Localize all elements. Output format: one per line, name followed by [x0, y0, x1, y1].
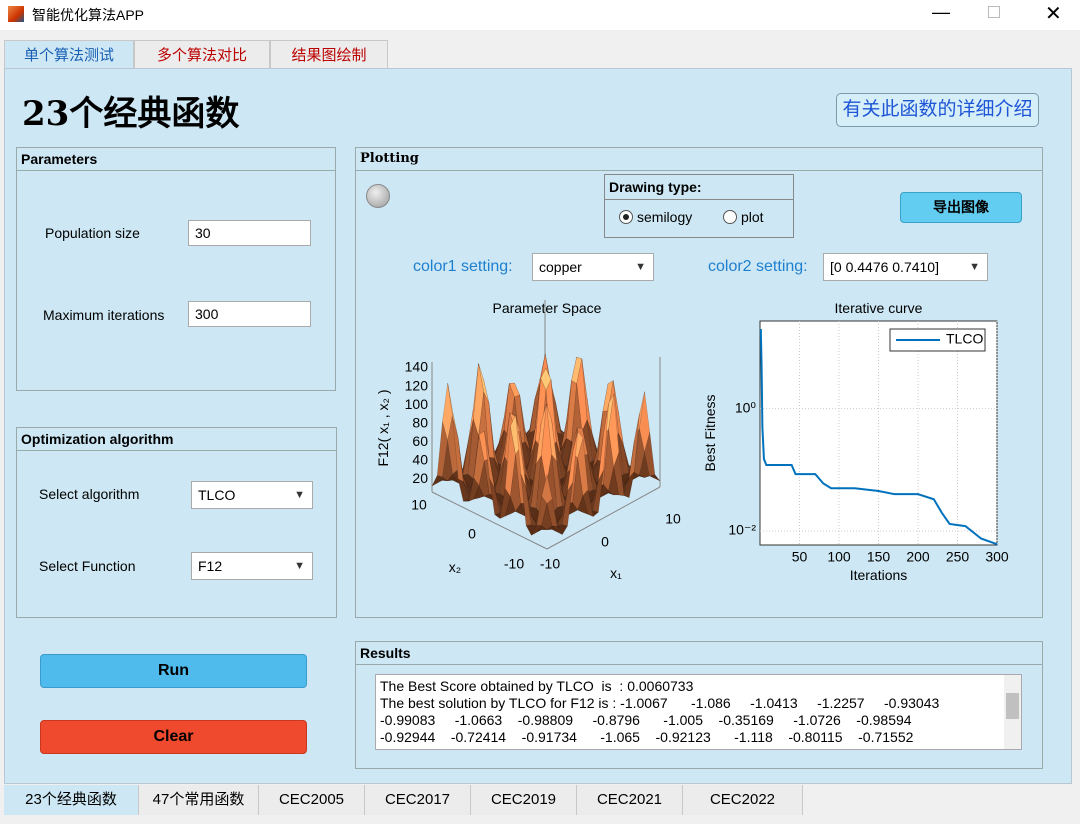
scrollbar[interactable]: [1004, 675, 1021, 749]
label: color2 setting:: [708, 258, 808, 275]
export-button[interactable]: 导出图像: [900, 192, 1022, 223]
result-line: The Best Score obtained by TLCO is : 0.0…: [380, 678, 694, 694]
label: Select algorithm: [39, 486, 140, 502]
result-line: -0.99083 -1.0663 -0.98809 -0.8796 -1.005…: [380, 712, 912, 728]
divider: [605, 199, 793, 200]
radio-label: plot: [741, 209, 764, 225]
title-bar: 智能优化算法APP — ✕: [0, 0, 1080, 30]
label: Select Function: [39, 558, 136, 574]
bottom-tab[interactable]: CEC2005: [259, 785, 365, 815]
bottom-tab[interactable]: 23个经典函数: [4, 785, 139, 815]
population-input[interactable]: 30: [188, 220, 311, 246]
label: Population size: [45, 225, 140, 241]
run-button[interactable]: Run: [40, 654, 307, 688]
color2-dropdown[interactable]: [0 0.4476 0.7410]: [823, 253, 988, 281]
radio[interactable]: [619, 210, 633, 224]
close[interactable]: ✕: [1045, 3, 1062, 25]
clear-button[interactable]: Clear: [40, 720, 307, 754]
parameters-panel: Parameters Population size 30 Maximum it…: [16, 147, 336, 391]
label: Maximum iterations: [43, 307, 165, 323]
result-line: -0.92944 -0.72414 -0.91734 -1.065 -0.921…: [380, 729, 914, 745]
label: color1 setting:: [413, 258, 513, 275]
drawing-type-group: Drawing type: semilogy plot: [604, 174, 794, 238]
panel-title: Optimization algorithm: [17, 428, 336, 451]
results-box: The Best Score obtained by TLCO is : 0.0…: [375, 674, 1022, 750]
bottom-tab[interactable]: 47个常用函数: [139, 785, 259, 815]
color1-dropdown[interactable]: copper: [532, 253, 654, 281]
iterations-input[interactable]: 300: [188, 301, 311, 327]
info-button[interactable]: 有关此函数的详细介绍: [836, 93, 1039, 127]
panel-title: Parameters: [17, 148, 335, 171]
tab[interactable]: 单个算法测试: [4, 40, 134, 69]
group-title: Drawing type:: [609, 179, 702, 195]
radio-label: semilogy: [637, 209, 693, 225]
panel-title: Results: [356, 642, 1042, 665]
algorithm-dropdown[interactable]: TLCO: [191, 481, 313, 509]
bottom-tab[interactable]: CEC2021: [577, 785, 683, 815]
maximize[interactable]: [988, 6, 1000, 18]
result-line: The best solution by TLCO for F12 is : -…: [380, 695, 940, 711]
status-lamp: [366, 184, 390, 208]
radio[interactable]: [723, 210, 737, 224]
app-icon: [8, 6, 24, 22]
tab[interactable]: 结果图绘制: [270, 40, 388, 69]
window-title: 智能优化算法APP: [32, 7, 145, 23]
tab[interactable]: 多个算法对比: [134, 40, 270, 69]
minimize[interactable]: —: [932, 2, 950, 22]
panel-title: Plotting: [356, 148, 1042, 171]
bottom-tab[interactable]: CEC2022: [683, 785, 803, 815]
results-text: The Best Score obtained by TLCO is : 0.0…: [380, 678, 939, 746]
plotting-panel: Plotting Drawing type: semilogy plot 导出图…: [355, 147, 1043, 618]
page-title: 23个经典函数: [22, 94, 240, 134]
bottom-tab[interactable]: CEC2017: [365, 785, 471, 815]
bottom-tab[interactable]: CEC2019: [471, 785, 577, 815]
function-dropdown[interactable]: F12: [191, 552, 313, 580]
optimization-panel: Optimization algorithm Select algorithm …: [16, 427, 337, 618]
results-panel: Results The Best Score obtained by TLCO …: [355, 641, 1043, 769]
